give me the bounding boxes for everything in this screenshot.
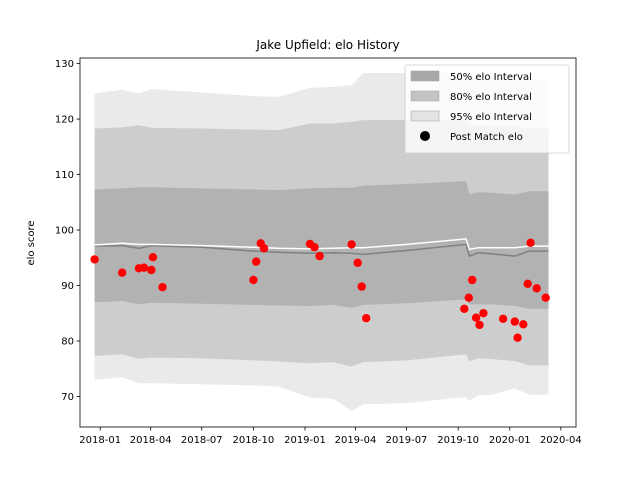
mean-line (94, 243, 549, 258)
y-tick-label: 100 (55, 226, 74, 237)
data-point (357, 282, 366, 291)
data-point (148, 253, 158, 262)
data-point (464, 293, 473, 302)
data-point (479, 309, 488, 318)
y-tick-label: 90 (61, 281, 74, 292)
data-point (252, 257, 261, 266)
x-tick-label: 2018-07 (181, 435, 223, 446)
x-tick-label: 2020-04 (540, 435, 582, 446)
data-point (498, 314, 508, 323)
band-50-area (94, 181, 549, 309)
x-tick-label: 2019-04 (335, 435, 377, 446)
legend-swatch (410, 90, 440, 102)
data-point (310, 243, 319, 252)
data-point (147, 265, 156, 275)
data-point (523, 279, 532, 288)
y-axis-label: elo score (26, 220, 37, 265)
data-point (259, 244, 269, 253)
legend-label: 50% elo Interval (450, 72, 532, 83)
data-point (475, 320, 484, 330)
chart-title: Jake Upfield: elo History (255, 38, 399, 52)
data-point (513, 333, 522, 342)
x-tick-label: 2020-01 (489, 435, 531, 446)
plot-area (90, 73, 550, 411)
legend: 50% elo Interval 80% elo Interval 95% elo … (404, 64, 570, 154)
data-point (347, 240, 356, 249)
x-tick-label: 2019-07 (386, 435, 428, 446)
data-point (139, 263, 149, 272)
data-point (532, 284, 541, 293)
data-point (249, 275, 258, 285)
data-point (353, 258, 362, 267)
data-point (541, 293, 550, 302)
x-tick-label: 2018-10 (232, 435, 274, 446)
data-point (460, 304, 469, 313)
y-tick-label: 120 (55, 115, 74, 126)
data-point (158, 283, 167, 292)
y-tick-label: 80 (61, 336, 74, 347)
x-tick-label: 2018-04 (130, 435, 172, 446)
y-tick-label: 70 (61, 392, 74, 403)
x-tick-label: 2018-01 (79, 435, 121, 446)
data-point (519, 320, 528, 329)
legend-label: 80% elo Interval (450, 92, 532, 103)
x-tick-label: 2019-01 (284, 435, 326, 446)
data-point (510, 317, 519, 326)
x-tick-label: 2019-10 (437, 435, 479, 446)
data-point (315, 251, 324, 261)
data-point (117, 268, 127, 277)
y-tick-label: 110 (55, 170, 74, 181)
legend-label: 95% elo Interval (450, 112, 532, 123)
legend-box (404, 64, 570, 154)
legend-label: Post Match elo (450, 132, 523, 143)
data-point (468, 275, 477, 285)
y-tick-label: 130 (55, 59, 74, 70)
axes: 70 80 90 100 110 120 130 2018-01 2018-04 2018-07 2… (55, 57, 582, 446)
data-point (90, 255, 99, 264)
data-point (362, 314, 371, 323)
data-point (471, 313, 481, 322)
legend-marker (420, 131, 430, 141)
legend-swatch (410, 110, 440, 122)
data-point (526, 238, 535, 247)
axes-frame (79, 57, 577, 428)
legend-swatch (410, 70, 440, 82)
